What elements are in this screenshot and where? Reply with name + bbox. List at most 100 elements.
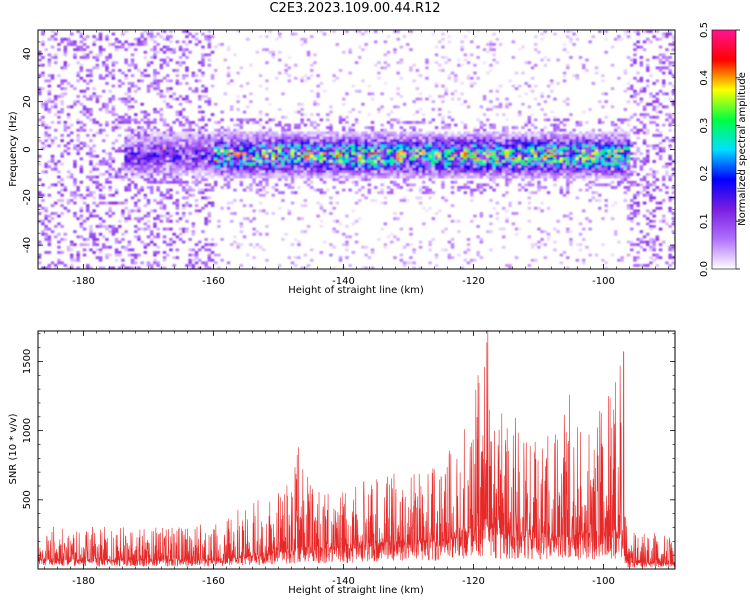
heatmap-cell [290, 175, 295, 179]
heatmap-cell [569, 136, 573, 140]
heatmap-cell [265, 232, 269, 236]
heatmap-cell [66, 248, 71, 252]
heatmap-cell [521, 102, 525, 106]
heatmap-cell [361, 162, 365, 166]
heatmap-cell [297, 144, 301, 148]
heatmap-cell [249, 204, 253, 208]
heatmap-cell [162, 50, 167, 54]
heatmap-cell [511, 147, 516, 150]
heatmap-cell [460, 266, 464, 269]
heatmap-cell [559, 175, 564, 179]
heatmap-cell [198, 126, 202, 130]
heatmap-cell [294, 256, 298, 260]
heatmap-cell [73, 183, 77, 187]
heatmap-cell [134, 100, 138, 104]
heatmap-cell [521, 170, 525, 174]
heatmap-cell [143, 251, 148, 254]
heatmap-cell [162, 196, 167, 200]
heatmap-cell [354, 167, 359, 171]
heatmap-cell [562, 154, 567, 158]
heatmap-cell [223, 154, 228, 158]
heatmap-cell [79, 225, 84, 228]
heatmap-cell [153, 110, 157, 114]
heatmap-cell [463, 154, 468, 158]
heatmap-cell [255, 183, 260, 187]
heatmap-cell [342, 152, 346, 156]
heatmap-cell [281, 162, 285, 166]
heatmap-cell [415, 131, 420, 135]
heatmap-cell [249, 157, 253, 161]
heatmap-cell [127, 105, 132, 109]
heatmap-cell [470, 40, 474, 44]
heatmap-cell [114, 175, 119, 179]
heatmap-cell [124, 154, 128, 158]
heatmap-cell [444, 227, 448, 231]
heatmap-cell [140, 227, 144, 231]
heatmap-cell [246, 131, 250, 135]
heatmap-cell [242, 139, 247, 143]
heatmap-cell [332, 74, 336, 78]
heatmap-cell [303, 74, 308, 78]
heatmap-cell [514, 157, 519, 161]
heatmap-cell [162, 235, 167, 239]
heatmap-cell [444, 136, 448, 140]
heatmap-cell [441, 37, 445, 41]
heatmap-cell [60, 102, 64, 106]
heatmap-cell [374, 40, 378, 44]
heatmap-cell [105, 170, 109, 174]
heatmap-cell [473, 128, 477, 132]
heatmap-cell [297, 167, 301, 171]
heatmap-cell [217, 43, 221, 46]
heatmap-cell [332, 173, 336, 176]
heatmap-cell [92, 214, 96, 218]
heatmap-cell [98, 50, 103, 54]
heatmap-cell [159, 147, 164, 150]
heatmap-cell [188, 162, 192, 166]
heatmap-cell [457, 97, 461, 101]
heatmap-cell [150, 144, 154, 148]
heatmap-cell [284, 160, 288, 163]
heatmap-cell [364, 141, 368, 145]
heatmap-cell [431, 108, 436, 111]
heatmap-cell [530, 178, 535, 182]
heatmap-cell [310, 175, 314, 179]
heatmap-cell [428, 165, 432, 169]
heatmap-cell [284, 147, 288, 150]
heatmap-cell [399, 170, 404, 174]
heatmap-cell [127, 165, 132, 169]
heatmap-cell [313, 121, 317, 124]
heatmap-cell [495, 113, 500, 117]
heatmap-cell [226, 261, 231, 265]
heatmap-cell [233, 173, 237, 176]
heatmap-cell [242, 167, 247, 171]
heatmap-cell [502, 139, 506, 143]
heatmap-cell [316, 134, 320, 137]
heatmap-cell [450, 136, 455, 140]
heatmap-cell [297, 126, 301, 130]
heatmap-cell [415, 170, 420, 174]
heatmap-cell [146, 235, 151, 239]
heatmap-cell [527, 162, 532, 166]
heatmap-cell [447, 149, 452, 153]
heatmap-cell [492, 131, 496, 135]
heatmap-cell [60, 92, 64, 96]
heatmap-cell [201, 134, 205, 137]
heatmap-cell [290, 141, 295, 145]
heatmap-cell [495, 149, 500, 153]
heatmap-cell [361, 173, 365, 176]
heatmap-cell [543, 136, 548, 140]
heatmap-cell [348, 131, 352, 135]
heatmap-cell [284, 173, 288, 176]
heatmap-cell [495, 167, 500, 171]
heatmap-cell [191, 253, 196, 257]
heatmap-cell [274, 149, 279, 153]
heatmap-cell [60, 183, 64, 187]
heatmap-cell [134, 152, 138, 156]
heatmap-cell [198, 118, 202, 122]
heatmap-cell [518, 84, 522, 88]
heatmap-cell [156, 165, 160, 169]
heatmap-cell [239, 134, 244, 137]
heatmap-cell [210, 152, 215, 156]
heatmap-cell [399, 147, 404, 150]
heatmap-cell [130, 43, 135, 46]
